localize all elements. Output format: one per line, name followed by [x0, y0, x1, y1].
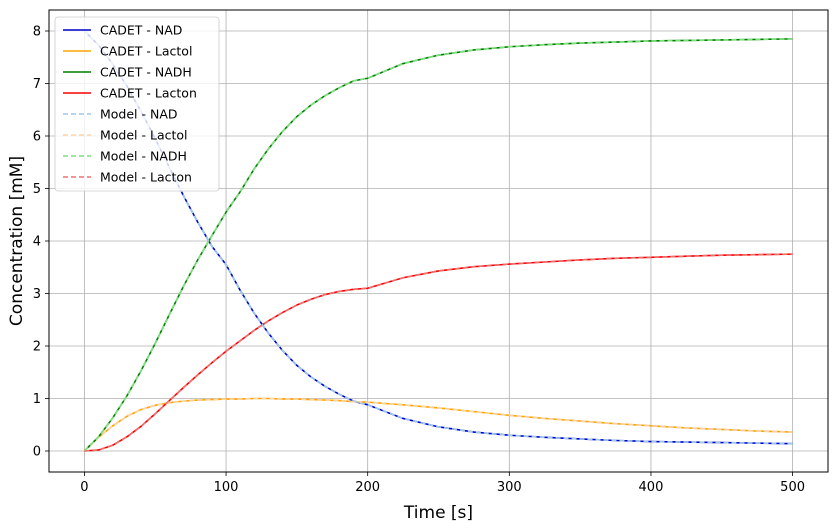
series-line-model-lactol	[83, 397, 793, 452]
series-line-model-lacton	[84, 253, 793, 452]
x-tick-label: 100	[214, 480, 239, 495]
y-axis-ticks: 0 1 2 3 4 5 6 7 8	[33, 25, 49, 460]
x-tick-label: 300	[497, 480, 522, 495]
x-axis-ticks: 0 100 200 300 400 500	[80, 472, 805, 495]
x-axis-label: Time [s]	[403, 503, 473, 523]
y-tick-label: 1	[33, 392, 41, 407]
legend-label: CADET - NADH	[100, 65, 192, 80]
y-axis-label: Concentration [mM]	[7, 156, 27, 326]
legend-label: CADET - Lactol	[100, 44, 192, 59]
x-tick-label: 0	[80, 480, 88, 495]
legend-label: Model - Lactol	[100, 128, 188, 143]
x-tick-label: 500	[780, 480, 805, 495]
y-tick-label: 3	[33, 287, 41, 302]
y-tick-label: 4	[33, 235, 41, 250]
x-tick-label: 400	[639, 480, 664, 495]
y-tick-label: 7	[33, 77, 41, 92]
y-tick-label: 0	[33, 445, 41, 460]
legend-label: CADET - NAD	[100, 23, 182, 38]
series-line-model-nadh	[83, 38, 793, 452]
y-tick-label: 8	[33, 25, 41, 40]
y-tick-label: 6	[33, 130, 41, 145]
x-tick-label: 200	[355, 480, 380, 495]
grid-lines	[49, 10, 828, 472]
legend-label: Model - NAD	[100, 107, 178, 122]
legend-box	[54, 16, 220, 192]
legend: CADET - NAD CADET - Lactol CADET - NADH CAD…	[54, 16, 220, 192]
y-tick-label: 2	[33, 340, 41, 355]
y-tick-label: 5	[33, 182, 41, 197]
legend-label: CADET - Lacton	[100, 86, 197, 101]
legend-label: Model - Lacton	[100, 170, 192, 185]
legend-label: Model - NADH	[100, 149, 187, 164]
